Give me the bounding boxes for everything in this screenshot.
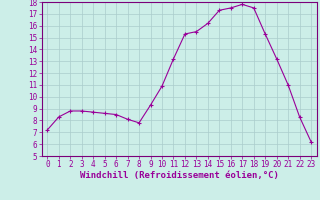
X-axis label: Windchill (Refroidissement éolien,°C): Windchill (Refroidissement éolien,°C) [80,171,279,180]
